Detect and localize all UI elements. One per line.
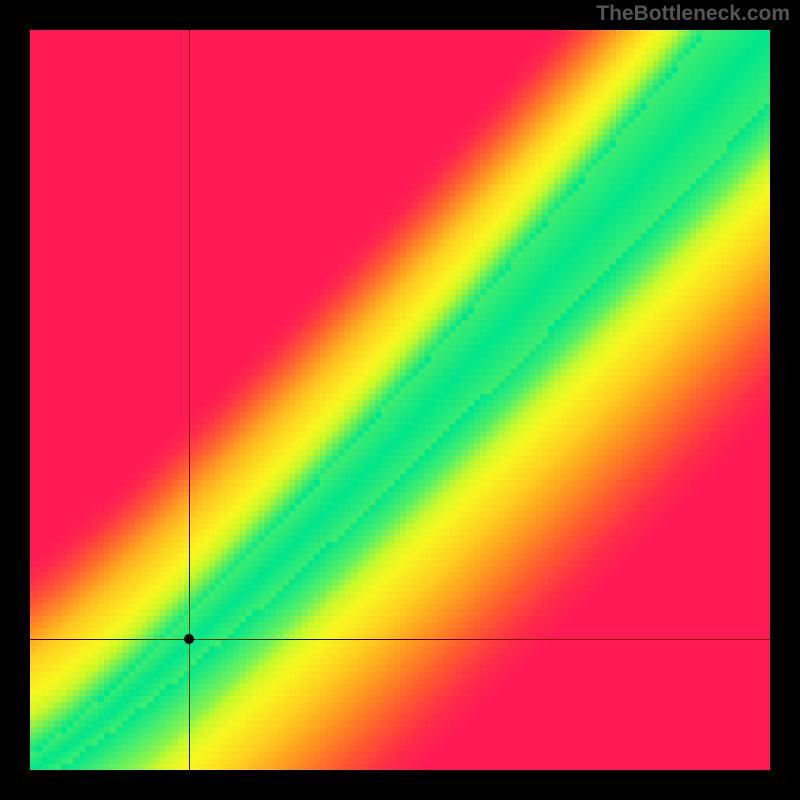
crosshair-horizontal [30, 639, 770, 640]
watermark-text: TheBottleneck.com [596, 2, 790, 26]
heatmap-plot-area [30, 30, 770, 770]
crosshair-vertical [189, 30, 190, 770]
heatmap-canvas [30, 30, 770, 770]
crosshair-marker [184, 634, 194, 644]
